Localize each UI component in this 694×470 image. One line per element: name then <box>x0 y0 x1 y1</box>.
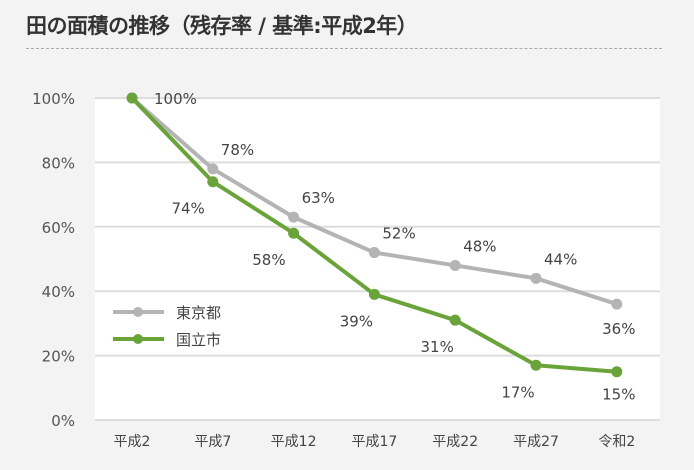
data-point <box>288 227 300 239</box>
data-point <box>207 163 219 175</box>
title-divider <box>26 48 662 49</box>
x-tick-label: 令和2 <box>598 434 635 450</box>
data-point <box>288 211 300 223</box>
data-point <box>530 272 542 284</box>
x-tick-label: 平成22 <box>432 434 478 450</box>
data-label: 58% <box>252 251 285 269</box>
y-tick-label: 40% <box>42 283 75 301</box>
y-tick-label: 100% <box>32 90 75 108</box>
legend-label: 東京都 <box>176 304 221 322</box>
data-point <box>611 298 623 310</box>
data-point <box>449 259 461 271</box>
data-point <box>207 176 219 188</box>
legend-marker <box>133 307 143 317</box>
chart-title: 田の面積の推移（残存率 / 基準:平成2年） <box>26 14 418 38</box>
legend-marker <box>133 334 143 344</box>
data-point <box>611 366 623 378</box>
x-tick-label: 平成7 <box>194 434 231 450</box>
data-label: 78% <box>221 141 254 159</box>
data-label: 48% <box>463 237 496 255</box>
data-label: 36% <box>602 320 635 338</box>
x-tick-label: 平成17 <box>351 434 397 450</box>
data-label: 15% <box>602 386 635 404</box>
x-tick-label: 平成27 <box>513 434 559 450</box>
y-tick-label: 20% <box>42 348 75 366</box>
y-tick-label: 80% <box>42 154 75 172</box>
data-point <box>530 359 542 371</box>
data-point <box>449 314 461 326</box>
data-point <box>126 92 138 104</box>
data-label: 31% <box>421 338 454 356</box>
data-label: 44% <box>544 250 577 268</box>
data-label: 74% <box>171 200 204 218</box>
y-tick-label: 0% <box>51 412 75 430</box>
x-tick-label: 平成2 <box>114 434 151 450</box>
data-point <box>368 288 380 300</box>
data-label: 63% <box>302 189 335 207</box>
legend-label: 国立市 <box>176 331 221 349</box>
data-label: 17% <box>501 383 534 401</box>
x-tick-label: 平成12 <box>271 434 317 450</box>
y-tick-label: 60% <box>42 219 75 237</box>
data-point <box>368 247 380 259</box>
data-label: 52% <box>382 225 415 243</box>
data-label: 100% <box>154 90 197 108</box>
data-label: 39% <box>340 312 373 330</box>
